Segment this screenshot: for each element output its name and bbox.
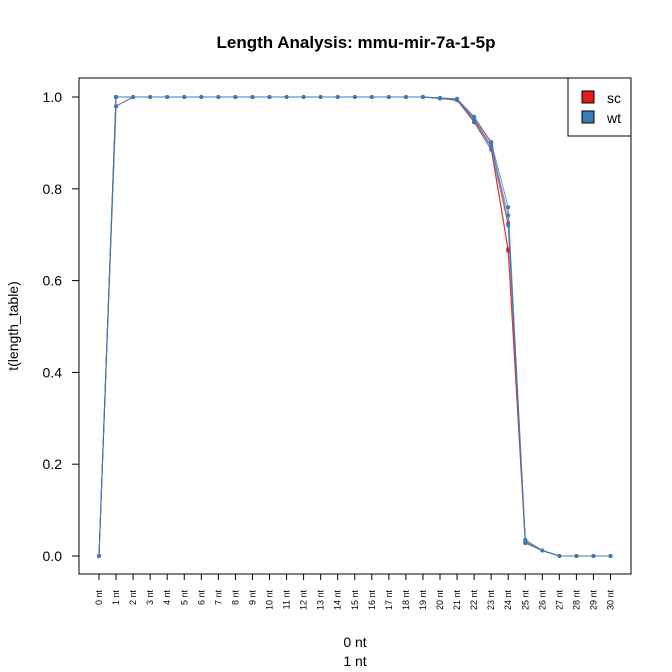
data-point-wt xyxy=(114,95,118,99)
data-point-wt xyxy=(438,96,442,101)
data-point-wt xyxy=(506,223,511,228)
x-tick-label: 6 nt xyxy=(196,590,206,606)
y-tick-label: 0.6 xyxy=(43,273,63,289)
data-point-wt xyxy=(148,95,153,99)
data-point-wt xyxy=(608,554,613,558)
data-point-wt xyxy=(165,95,170,99)
data-point-wt xyxy=(591,554,596,558)
series-line-sc xyxy=(98,96,611,557)
x-tick-label: 13 nt xyxy=(316,590,326,611)
series-wt xyxy=(97,95,613,558)
x-tick-label: 16 nt xyxy=(367,590,377,611)
x-tick-label: 9 nt xyxy=(247,590,257,606)
data-point-wt xyxy=(114,104,118,109)
legend-label-wt: wt xyxy=(606,110,621,126)
x-tick-label: 3 nt xyxy=(145,590,155,606)
x-tick-label: 23 nt xyxy=(486,590,496,611)
data-point-wt xyxy=(250,95,255,99)
y-tick-label: 0.8 xyxy=(43,181,63,197)
data-point-wt xyxy=(352,95,357,99)
data-point-wt xyxy=(284,95,289,99)
x-axis-label-line-1: 0 nt xyxy=(343,634,366,650)
series-line-wt xyxy=(98,96,611,557)
data-point-wt xyxy=(199,95,204,99)
data-point-wt xyxy=(369,95,374,99)
data-point-wt xyxy=(489,140,494,144)
x-tick-label: 17 nt xyxy=(384,590,394,611)
data-point-wt xyxy=(318,95,323,99)
data-point-wt xyxy=(386,95,391,99)
y-axis-label: t(length_table) xyxy=(5,281,21,371)
legend-swatch-wt xyxy=(581,110,595,124)
series-line-wt xyxy=(98,96,611,557)
data-point-wt xyxy=(540,548,545,553)
data-point-wt xyxy=(489,144,494,149)
legend-label-sc: sc xyxy=(607,90,621,106)
data-point-wt xyxy=(267,95,272,99)
x-axis-label-line-2: 1 nt xyxy=(343,653,366,669)
x-tick-label: 20 nt xyxy=(435,590,445,611)
x-tick-label: 26 nt xyxy=(537,590,547,611)
series-layer xyxy=(97,95,613,558)
data-point-wt xyxy=(335,95,340,99)
x-tick-label: 14 nt xyxy=(333,590,343,611)
x-tick-label: 28 nt xyxy=(571,590,581,611)
data-point-wt xyxy=(233,95,238,99)
x-tick-label: 29 nt xyxy=(588,590,598,611)
data-point-wt xyxy=(216,95,221,99)
series-line-sc xyxy=(98,96,611,557)
x-tick-label: 12 nt xyxy=(299,590,309,611)
legend-swatch-sc xyxy=(581,90,595,104)
x-tick-label: 24 nt xyxy=(503,590,513,611)
series-sc xyxy=(97,95,613,558)
chart-title: Length Analysis: mmu-mir-7a-1-5p xyxy=(217,33,496,52)
plot-frame xyxy=(78,77,632,575)
x-tick-label: 30 nt xyxy=(606,590,616,611)
data-point-wt xyxy=(489,147,494,152)
x-tick-label: 0 nt xyxy=(94,590,104,606)
x-tick-label: 19 nt xyxy=(418,590,428,611)
data-point-wt xyxy=(301,95,306,99)
x-tick-label: 25 nt xyxy=(520,590,530,611)
data-point-wt xyxy=(506,205,511,210)
x-tick-label: 22 nt xyxy=(469,590,479,611)
x-tick-label: 1 nt xyxy=(111,590,121,606)
legend: sc wt xyxy=(567,77,632,137)
data-point-wt xyxy=(455,97,460,102)
x-tick-label: 2 nt xyxy=(128,590,138,606)
x-tick-label: 4 nt xyxy=(162,590,172,606)
data-point-wt xyxy=(131,95,136,99)
data-point-wt xyxy=(557,554,562,558)
x-tick-label: 7 nt xyxy=(213,590,223,606)
y-tick-label: 0.0 xyxy=(43,548,63,564)
y-axis: 0.0 0.2 0.4 0.6 0.8 1.0 xyxy=(43,89,80,564)
data-point-wt xyxy=(182,95,187,99)
y-tick-label: 1.0 xyxy=(43,89,63,105)
series-line-wt xyxy=(98,96,611,557)
y-tick-label: 0.4 xyxy=(43,364,63,380)
y-tick-label: 0.2 xyxy=(43,456,63,472)
x-tick-label: 18 nt xyxy=(401,590,411,611)
data-point-wt xyxy=(420,95,425,99)
data-point-wt xyxy=(506,213,511,218)
x-tick-label: 21 nt xyxy=(452,590,462,611)
data-point-wt xyxy=(472,119,477,124)
x-tick-label: 8 nt xyxy=(230,590,240,606)
x-tick-label: 5 nt xyxy=(179,590,189,606)
x-axis: 0 nt 1 nt 2 nt 3 nt 4 nt 5 nt 6 nt 7 nt 8 nt 9 nt… xyxy=(94,573,616,611)
legend-box xyxy=(567,77,632,137)
x-tick-label: 27 nt xyxy=(554,590,564,611)
data-point-wt xyxy=(574,554,579,558)
x-tick-label: 11 nt xyxy=(282,590,292,610)
x-tick-label: 10 nt xyxy=(265,590,275,611)
x-tick-label: 15 nt xyxy=(350,590,360,611)
data-point-wt xyxy=(523,540,528,545)
series-line-sc xyxy=(98,96,611,557)
data-point-wt xyxy=(403,95,408,99)
data-point-wt xyxy=(97,554,101,558)
